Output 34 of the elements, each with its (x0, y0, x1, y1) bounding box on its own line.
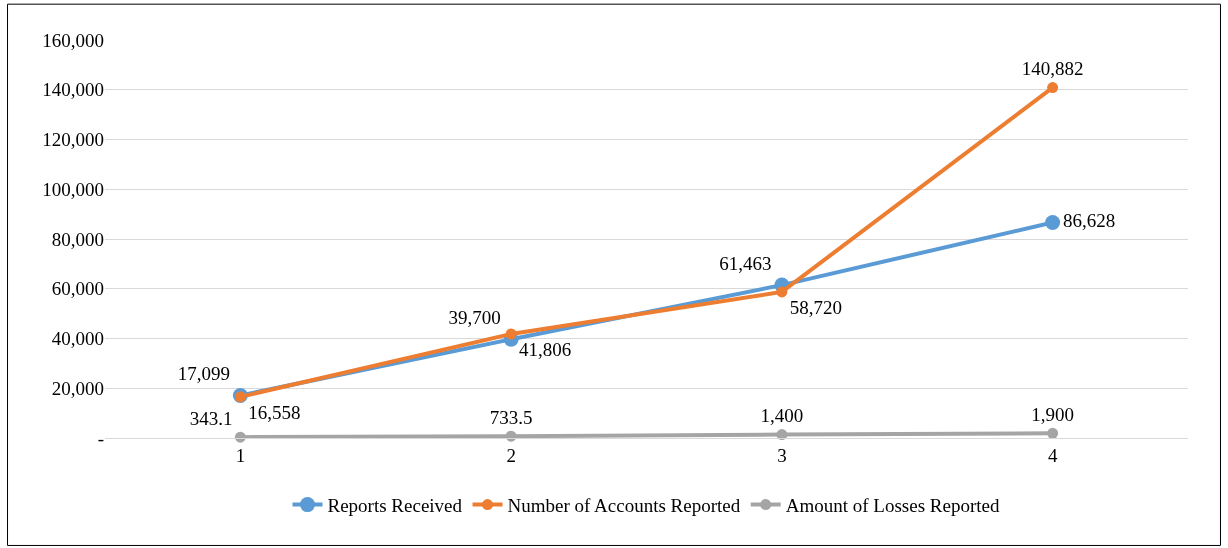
y-tick-label: 120,000 (42, 129, 104, 151)
text: 41,806 (519, 339, 572, 361)
text: 343.1 (189, 407, 233, 429)
y-tick-label: 80,000 (51, 228, 104, 250)
point (776, 286, 788, 298)
text: 86,628 (1063, 210, 1116, 232)
point (1047, 82, 1059, 94)
text: 1,900 (1031, 403, 1075, 425)
y-tick-label: 160,000 (42, 29, 104, 51)
text: 140,882 (1021, 57, 1084, 79)
y-tick-label: 20,000 (51, 377, 104, 399)
text: 39,700 (448, 307, 501, 329)
text: 733.5 (489, 406, 533, 428)
text: 61,463 (719, 252, 772, 274)
text: 17,099 (177, 363, 231, 385)
legend-label: Amount of Losses Reported (785, 495, 1000, 517)
legend-label: Reports Received (327, 495, 463, 517)
x-tick-label: 2 (506, 444, 516, 466)
point (1045, 215, 1061, 230)
text: 58,720 (789, 297, 843, 319)
y-tick-label: 140,000 (42, 79, 104, 101)
text: 1,400 (760, 404, 804, 426)
y-tick-label: 60,000 (51, 278, 104, 300)
x-tick-label: 1 (235, 444, 246, 466)
x-tick-label: 3 (777, 444, 787, 466)
point (234, 391, 246, 403)
y-tick-label: 100,000 (42, 178, 104, 200)
point (505, 328, 517, 340)
x-tick-label: 4 (1047, 444, 1058, 466)
y-tick-label: 40,000 (51, 328, 104, 350)
legend-label: Number of Accounts Reported (507, 495, 741, 517)
y-tick-label: - (97, 427, 104, 449)
point (1047, 427, 1059, 439)
text: 16,558 (248, 401, 301, 423)
